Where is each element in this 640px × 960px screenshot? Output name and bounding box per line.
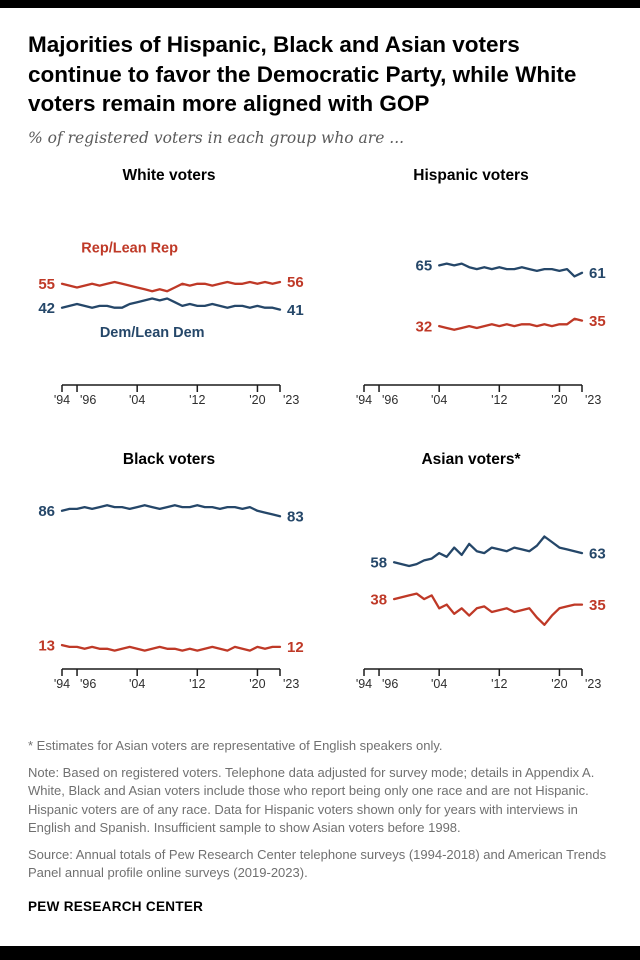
chart-white-voters: '94 '96 '04 '12 '20 '23 55 56 42 41 Rep/Lean Rep De…: [38, 241, 304, 407]
bottom-border-bar: [0, 946, 640, 960]
x-tick-label: '04: [431, 677, 447, 691]
chart-hispanic-voters: '94 '96 '04 '12 '20 '23 65 61 32 35: [356, 258, 606, 407]
source-text: Source: Annual totals of Pew Research Ce…: [28, 847, 607, 881]
page-subtitle: % of registered voters in each group who…: [28, 129, 405, 148]
rep-start-value-label: 32: [415, 318, 432, 335]
content: Majorities of Hispanic, Black and Asian …: [0, 8, 640, 946]
rep-trend-line: [438, 317, 584, 332]
x-tick-label: '96: [80, 677, 96, 691]
panel-title-black-voters: Black voters: [122, 451, 216, 469]
chart-asian-voters: '94 '96 '04 '12 '20 '23 58 63 38 35: [356, 535, 606, 691]
rep-start-value-label: 38: [370, 591, 387, 608]
dem-start-value-label: 86: [38, 503, 55, 520]
x-tick-label: '20: [551, 393, 567, 407]
rep-end-value-label: 56: [287, 274, 304, 291]
notes-block: * Estimates for Asian voters are represe…: [28, 737, 612, 891]
top-border-bar: [0, 0, 640, 8]
x-tick-label: '04: [129, 393, 145, 407]
x-tick-label: '04: [431, 393, 447, 407]
dem-end-value-label: 83: [287, 509, 304, 526]
x-tick-label: '96: [382, 393, 398, 407]
rep-end-value-label: 12: [287, 639, 304, 656]
panel-asian-voters: Asian voters* '94 '96 '04 '12 '20 '23 58 63 38 35: [330, 451, 612, 711]
x-tick-label: '94: [54, 393, 70, 407]
dem-end-value-label: 41: [287, 302, 304, 319]
dem-start-value-label: 65: [415, 258, 432, 275]
rep-trend-line: [60, 644, 282, 652]
x-tick-label: '94: [356, 677, 372, 691]
rep-start-value-label: 13: [38, 637, 55, 654]
note-text: Note: Based on registered voters. Teleph…: [28, 765, 595, 835]
x-tick-label: '94: [356, 393, 372, 407]
dem-start-value-label: 42: [38, 300, 55, 317]
x-tick-label: '23: [585, 677, 601, 691]
brand-label: PEW RESEARCH CENTER: [28, 899, 204, 915]
x-tick-label: '96: [382, 677, 398, 691]
x-tick-label: '23: [283, 677, 299, 691]
dem-series-label: Dem/Lean Dem: [100, 325, 205, 341]
x-tick-label: '23: [283, 393, 299, 407]
panel-title-hispanic-voters: Hispanic voters: [413, 167, 529, 185]
x-tick-label: '20: [249, 677, 265, 691]
chart-black-voters: '94 '96 '04 '12 '20 '23 86 83 13 12: [38, 503, 304, 691]
x-tick-label: '20: [551, 677, 567, 691]
page-title: Majorities of Hispanic, Black and Asian …: [28, 32, 577, 117]
rep-end-value-label: 35: [589, 597, 606, 614]
dem-end-value-label: 61: [589, 265, 606, 282]
footnote-asterisk: * Estimates for Asian voters are represe…: [28, 738, 443, 754]
dem-trend-line: [60, 297, 282, 311]
charts-grid: White voters '94 '96 '04 '12 '20 '23 55 56 42 41 R…: [28, 167, 612, 711]
dem-trend-line: [438, 262, 584, 278]
x-tick-label: '96: [80, 393, 96, 407]
x-tick-label: '94: [54, 677, 70, 691]
x-tick-label: '04: [129, 677, 145, 691]
panel-hispanic-voters: Hispanic voters '94 '96 '04 '12 '20 '23 65 61 32…: [330, 167, 612, 427]
x-tick-label: '12: [491, 393, 507, 407]
dem-start-value-label: 58: [370, 555, 387, 572]
panel-white-voters: White voters '94 '96 '04 '12 '20 '23 55 56 42 41 R…: [28, 167, 310, 427]
dem-trend-line: [60, 504, 282, 518]
dem-trend-line: [392, 535, 584, 568]
panel-title-white-voters: White voters: [122, 167, 216, 185]
panel-black-voters: Black voters '94 '96 '04 '12 '20 '23 86 83 13 12: [28, 451, 310, 711]
x-tick-label: '23: [585, 393, 601, 407]
rep-start-value-label: 55: [38, 276, 55, 293]
x-tick-label: '20: [249, 393, 265, 407]
x-tick-label: '12: [491, 677, 507, 691]
rep-trend-line: [392, 592, 584, 627]
rep-trend-line: [60, 280, 282, 293]
x-tick-label: '12: [189, 677, 205, 691]
dem-end-value-label: 63: [589, 545, 606, 562]
panel-title-asian-voters: Asian voters*: [421, 451, 521, 469]
x-tick-label: '12: [189, 393, 205, 407]
rep-end-value-label: 35: [589, 313, 606, 330]
rep-series-label: Rep/Lean Rep: [81, 241, 178, 257]
